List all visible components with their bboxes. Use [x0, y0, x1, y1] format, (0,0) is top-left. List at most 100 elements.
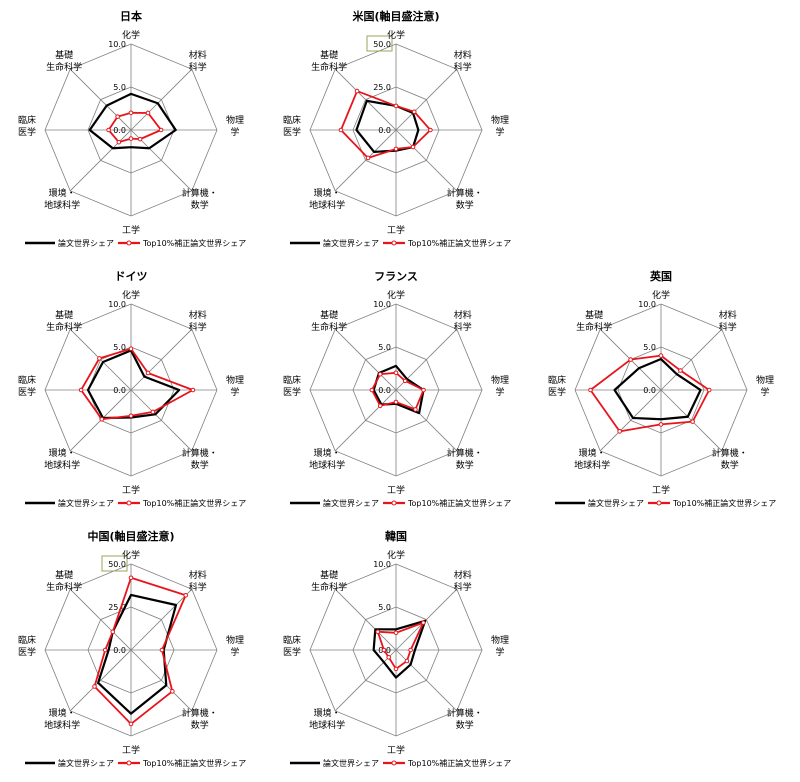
data-point [128, 575, 134, 581]
axis-label: 物理学 [491, 374, 509, 398]
data-point [354, 88, 360, 94]
axis-label: 材料科学 [189, 569, 207, 593]
data-point [588, 387, 593, 393]
data-point [421, 387, 426, 393]
axis-spoke [69, 649, 132, 712]
axis-spoke [334, 129, 397, 192]
tick-label: 5.0 [113, 83, 126, 92]
axis-label: 臨床医学 [283, 114, 301, 138]
tick-label: 0.0 [113, 646, 126, 655]
axis-label: 環境・地球科学 [44, 447, 80, 471]
legend-label-paper-share: 論文世界シェア [323, 238, 379, 248]
axis-label: 環境・地球科学 [309, 447, 345, 471]
legend-label-paper-share: 論文世界シェア [58, 758, 114, 768]
data-point [128, 110, 134, 116]
chart-title: 日本 [120, 9, 142, 23]
axis-label: 基礎生命科学 [311, 309, 347, 333]
data-point [183, 592, 189, 598]
data-point [145, 110, 151, 116]
data-point [408, 647, 413, 653]
legend-marker [391, 760, 397, 766]
chart-title: 米国(軸目盛注意) [351, 9, 439, 23]
legend-label-top10-share: Top10%補正論文世界シェア [407, 238, 511, 248]
axis-label: 工学 [122, 224, 140, 236]
axis-label: 工学 [387, 744, 405, 756]
axis-spoke [395, 649, 458, 712]
axis-label: 材料科学 [454, 309, 472, 333]
data-point [393, 666, 399, 672]
series-paper-share [97, 593, 178, 715]
data-point [97, 356, 102, 361]
axis-spoke [660, 328, 723, 391]
data-point [393, 399, 399, 405]
radar-panel: 英国 0.0 5.0 10.0 化学 材料科学 物理学 計算機・数学 工学 環境・地球科学 臨床医学… [530, 260, 792, 522]
axis-label: 環境・地球科学 [44, 187, 80, 211]
axis-spoke [334, 588, 397, 651]
data-point [377, 371, 383, 377]
axis-label: 環境・地球科学 [309, 187, 345, 211]
data-point [78, 387, 84, 393]
legend-label-top10-share: Top10%補正論文世界シェア [407, 498, 511, 508]
axis-label: 物理学 [756, 374, 774, 398]
axis-label: 材料科学 [454, 569, 472, 593]
data-point [369, 387, 375, 393]
tick-label: 0.0 [378, 126, 391, 135]
data-point [159, 647, 165, 653]
axis-label: 環境・地球科学 [44, 707, 80, 731]
axis-spoke [130, 649, 193, 712]
tick-label: 0.0 [643, 386, 656, 395]
axis-label: 化学 [387, 549, 405, 561]
axis-label: 化学 [387, 29, 405, 41]
data-point [393, 630, 399, 636]
tick-label: 10.0 [638, 300, 656, 309]
data-point [411, 109, 417, 115]
legend-marker [656, 500, 662, 506]
axis-label: 基礎生命科学 [46, 49, 82, 73]
chart-title: フランス [374, 270, 418, 283]
tick-label: 0.0 [113, 386, 126, 395]
axis-label: 化学 [122, 29, 140, 41]
data-point [428, 127, 433, 133]
series-paper-share [613, 357, 702, 421]
legend-label-top10-share: Top10%補正論文世界シェア [142, 498, 246, 508]
axis-label: 基礎生命科学 [576, 309, 612, 333]
legend-label-paper-share: 論文世界シェア [588, 498, 644, 508]
legend-marker [391, 240, 397, 246]
data-point [128, 721, 134, 727]
data-point [102, 647, 108, 653]
radar-panel: ドイツ 0.0 5.0 10.0 化学 材料科学 物理学 計算機・数学 工学 環境・地球科学 臨床医… [0, 260, 262, 522]
legend-label-top10-share: Top10%補正論文世界シェア [672, 498, 776, 508]
tick-label: 10.0 [108, 40, 126, 49]
axis-label: 臨床医学 [283, 634, 301, 658]
axis-label: 基礎生命科学 [46, 309, 82, 333]
axis-label: 化学 [122, 549, 140, 561]
data-point [128, 346, 134, 352]
chart-title: 韓国 [385, 529, 407, 543]
legend-label-paper-share: 論文世界シェア [58, 238, 114, 248]
tick-label: 5.0 [378, 603, 391, 612]
axis-spoke [334, 328, 397, 391]
axis-label: 計算機・数学 [447, 187, 483, 211]
axis-label: 物理学 [491, 114, 509, 138]
legend-label-top10-share: Top10%補正論文世界シェア [142, 238, 246, 248]
axis-spoke [69, 68, 132, 131]
data-point [393, 146, 399, 152]
axis-label: 工学 [122, 484, 140, 496]
data-point [402, 378, 408, 384]
data-point [375, 629, 381, 635]
legend-marker [126, 760, 132, 766]
data-point [338, 127, 344, 133]
tick-label: 25.0 [108, 603, 126, 612]
data-point [421, 620, 426, 625]
axis-label: 臨床医学 [18, 374, 36, 398]
axis-label: 物理学 [226, 634, 244, 658]
axis-spoke [395, 129, 458, 192]
axis-spoke [599, 389, 662, 452]
axis-label: 材料科学 [189, 309, 207, 333]
legend-label-paper-share: 論文世界シェア [58, 498, 114, 508]
axis-label: 環境・地球科学 [574, 447, 610, 471]
data-point [404, 658, 410, 664]
